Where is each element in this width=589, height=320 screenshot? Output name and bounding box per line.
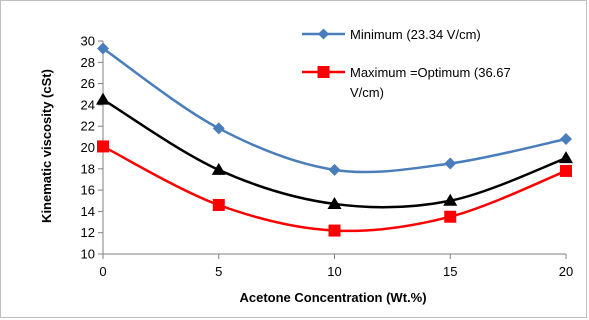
series-2-point [443,193,458,206]
series-2-point [211,162,226,175]
series-3-point [97,140,109,153]
series-3-point [328,224,341,237]
legend: Minimum (23.34 V/cm) Maximum =Optimum (3… [302,27,511,100]
y-axis-title: Kinematic viscosity (cSt) [39,69,54,223]
series-3-point [212,199,225,212]
series-1-point [444,157,457,170]
series-3-line [102,145,567,233]
x-ticks: 0 5 10 15 20 [99,254,573,279]
y-tick-label: 24 [81,97,95,112]
series-2-point [559,151,573,164]
legend-marker-square [317,66,330,78]
x-tick-label: 10 [327,264,341,279]
x-tick-label: 15 [443,264,457,279]
legend-label-maximum-line1: Maximum =Optimum (36.67 [350,65,511,80]
series-1-point [212,122,225,135]
y-tick-label: 20 [81,140,95,155]
series-2-point [96,92,110,105]
y-tick-label: 12 [81,225,95,240]
y-ticks: 10 12 14 16 18 20 22 24 26 28 30 [81,34,103,262]
series-1-point [560,132,572,145]
x-tick-label: 20 [559,264,573,279]
series-3-point [560,164,572,177]
legend-label-maximum-line2: V/cm) [350,85,384,100]
x-tick-label: 0 [99,264,106,279]
y-tick-label: 22 [81,119,95,134]
y-tick-label: 16 [81,183,95,198]
y-tick-label: 30 [81,34,95,49]
y-tick-label: 28 [81,55,95,70]
legend-marker-diamond [318,28,329,40]
y-tick-label: 26 [81,76,95,91]
series-2-point [327,196,342,209]
series-2-line [102,98,567,209]
y-tick-label: 18 [81,161,95,176]
y-tick-label: 10 [81,247,95,262]
x-axis-title: Acetone Concentration (Wt.%) [239,290,426,305]
y-tick-label: 14 [81,204,95,219]
series-1-point [328,163,341,176]
series-1-point [97,42,109,55]
series-3-point [444,210,457,223]
x-tick-label: 5 [215,264,222,279]
legend-label-minimum: Minimum (23.34 V/cm) [350,27,481,42]
series-layer [96,42,573,237]
